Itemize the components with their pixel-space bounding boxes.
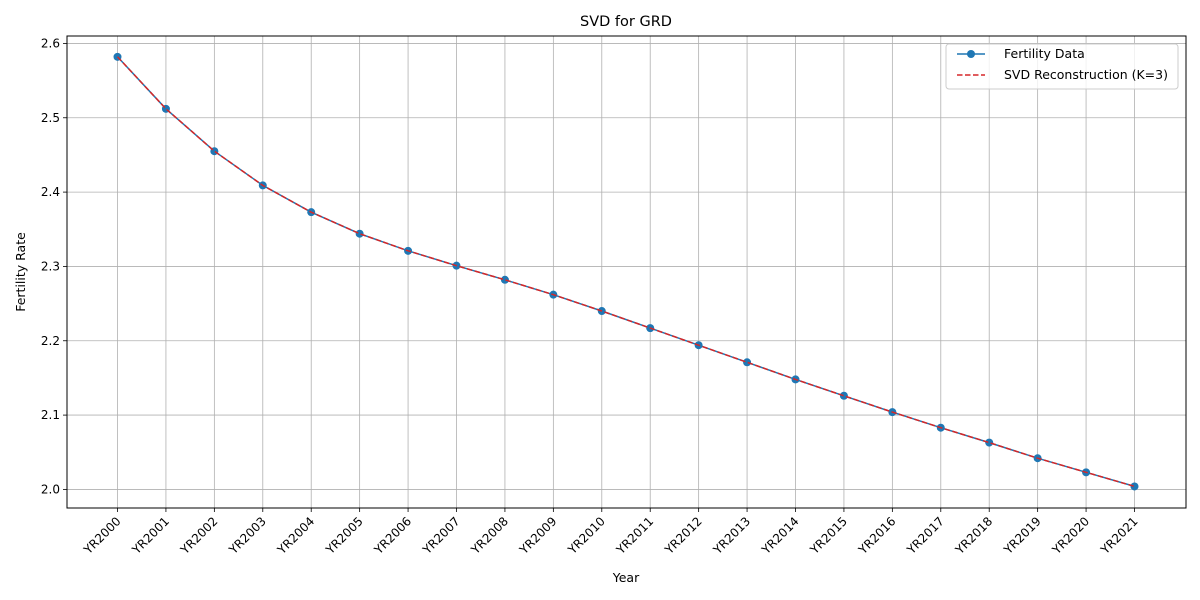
y-tick-label: 2.5 — [41, 111, 60, 125]
data-point-fertility-data — [1130, 482, 1139, 491]
y-axis-label: Fertility Rate — [13, 232, 28, 312]
x-axis-label: Year — [612, 570, 640, 585]
y-tick-label: 2.6 — [41, 36, 60, 50]
series-line-svd-reconstruction — [116, 56, 1135, 488]
data-point-fertility-data — [985, 438, 994, 447]
y-tick-label: 2.4 — [41, 185, 60, 199]
y-tick-label: 2.3 — [41, 259, 60, 273]
series-group — [113, 52, 1139, 491]
legend-label-fertility-data: Fertility Data — [1004, 46, 1085, 61]
data-point-fertility-data — [500, 275, 509, 284]
chart-title: SVD for GRD — [580, 14, 672, 30]
y-tick-label: 2.1 — [41, 408, 60, 422]
legend-marker-fertility-data — [967, 50, 975, 58]
grid — [67, 36, 1186, 508]
legend-label-svd-reconstruction: SVD Reconstruction (K=3) — [1004, 67, 1168, 82]
data-point-fertility-data — [743, 358, 752, 367]
data-point-fertility-data — [355, 229, 364, 238]
plot-frame — [66, 35, 1187, 509]
legend: Fertility Data SVD Reconstruction (K=3) — [945, 43, 1179, 90]
legend-box — [945, 43, 1179, 90]
y-tick-label: 2.2 — [41, 334, 60, 348]
data-point-fertility-data — [839, 391, 848, 400]
y-tick-label: 2.0 — [41, 482, 60, 496]
